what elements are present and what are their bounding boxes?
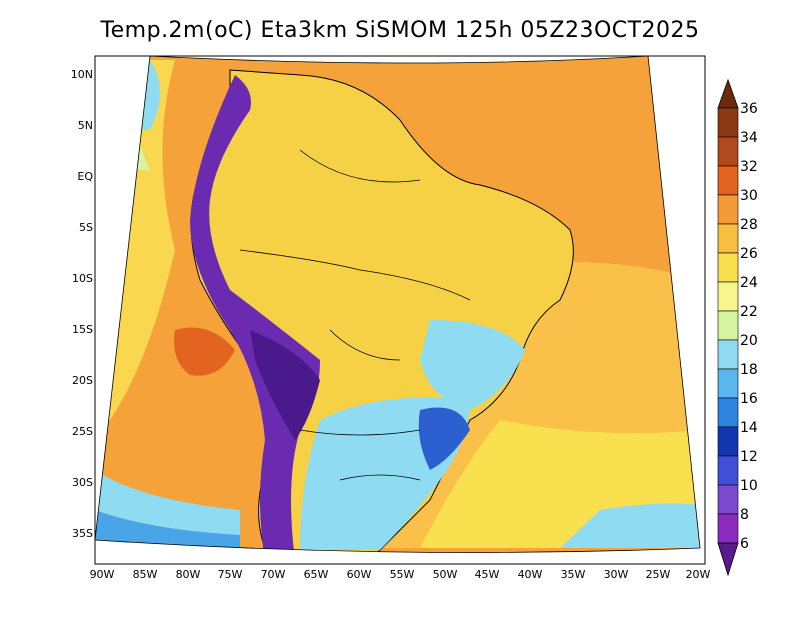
x-label-35w: 35W (561, 568, 586, 581)
x-label-75w: 75W (218, 568, 243, 581)
colorbar-label-26: 26 (740, 246, 758, 262)
y-axis: 10N 5N EQ 5S 10S 15S 20S 25S 30S 35S (71, 68, 94, 540)
y-label-30s: 30S (72, 476, 93, 489)
colorbar-swatch-0 (717, 107, 739, 138)
colorbar-swatch-11 (717, 426, 739, 457)
colorbar-label-16: 16 (740, 391, 758, 407)
southeast-cool-band (560, 503, 700, 548)
colorbar-swatch-9 (717, 368, 739, 399)
colorbar-swatch-8 (717, 339, 739, 370)
x-label-90w: 90W (90, 568, 115, 581)
colorbar-label-22: 22 (740, 304, 758, 320)
colorbar-swatch-13 (717, 484, 739, 515)
colorbar-label-6: 6 (740, 536, 749, 552)
country-borders (239, 149, 471, 481)
pacific-hot-patch (174, 327, 235, 376)
colorbar-swatch-4 (717, 223, 739, 254)
x-label-25w: 25W (646, 568, 671, 581)
y-label-20s: 20S (72, 374, 93, 387)
colorbar-swatch-5 (717, 252, 739, 283)
colorbar-swatch-6 (717, 281, 739, 312)
pacific-mild-band (95, 60, 150, 170)
colorbar-swatch-3 (717, 194, 739, 225)
colorbar-label-14: 14 (740, 420, 758, 436)
southern-cold-band (95, 510, 240, 548)
colorbar-label-34: 34 (740, 130, 758, 146)
x-label-65w: 65W (304, 568, 329, 581)
colorbar-bottom-arrow (717, 542, 739, 577)
x-label-30w: 30W (604, 568, 629, 581)
x-label-20w: 20W (686, 568, 711, 581)
x-label-70w: 70W (261, 568, 286, 581)
colorbar-label-36: 36 (740, 101, 758, 117)
serra-cold-region (418, 407, 470, 470)
colorbar-label-32: 32 (740, 159, 758, 175)
colorbar-swatch-12 (717, 455, 739, 486)
x-label-40w: 40W (518, 568, 543, 581)
map-title: Temp.2m(oC) Eta3km SiSMOM 125h 05Z23OCT2… (100, 18, 700, 43)
y-label-10s: 10S (72, 272, 93, 285)
domain-outline (94, 55, 701, 553)
colorbar-label-12: 12 (740, 449, 758, 465)
colorbar-swatch-2 (717, 165, 739, 196)
colorbar-swatch-7 (717, 310, 739, 341)
x-label-85w: 85W (133, 568, 158, 581)
y-label-5n: 5N (78, 119, 93, 132)
y-label-35s: 35S (72, 527, 93, 540)
colorbar-swatch-1 (717, 136, 739, 167)
colorbar-label-10: 10 (740, 478, 758, 494)
plot-frame (94, 55, 706, 565)
x-label-45w: 45W (475, 568, 500, 581)
colorbar-swatch-14 (717, 513, 739, 544)
southeast-highlands-cool-region (420, 320, 525, 410)
x-label-50w: 50W (433, 568, 458, 581)
x-label-55w: 55W (390, 568, 415, 581)
colorbar-label-8: 8 (740, 507, 749, 523)
colorbar-label-20: 20 (740, 333, 758, 349)
colorbar-label-24: 24 (740, 275, 758, 291)
y-label-25s: 25S (72, 425, 93, 438)
x-label-60w: 60W (347, 568, 372, 581)
colorbar-label-28: 28 (740, 217, 758, 233)
x-axis: 90W 85W 80W 75W 70W 65W 60W 55W 50W 45W … (90, 568, 711, 581)
y-label-10n: 10N (71, 68, 93, 81)
y-label-eq: EQ (77, 170, 93, 183)
altiplano-cold-core (250, 330, 320, 440)
x-label-80w: 80W (176, 568, 201, 581)
colorbar-top-arrow (717, 78, 739, 109)
y-label-5s: 5S (79, 221, 93, 234)
andes-cold-band (190, 75, 320, 553)
colorbar-label-18: 18 (740, 362, 758, 378)
y-label-15s: 15S (72, 323, 93, 336)
map-plot-area (95, 56, 700, 553)
colorbar-swatch-10 (717, 397, 739, 428)
colorbar: 36 34 32 30 28 26 24 22 20 18 16 14 12 1… (717, 78, 758, 577)
colorbar-label-30: 30 (740, 188, 758, 204)
